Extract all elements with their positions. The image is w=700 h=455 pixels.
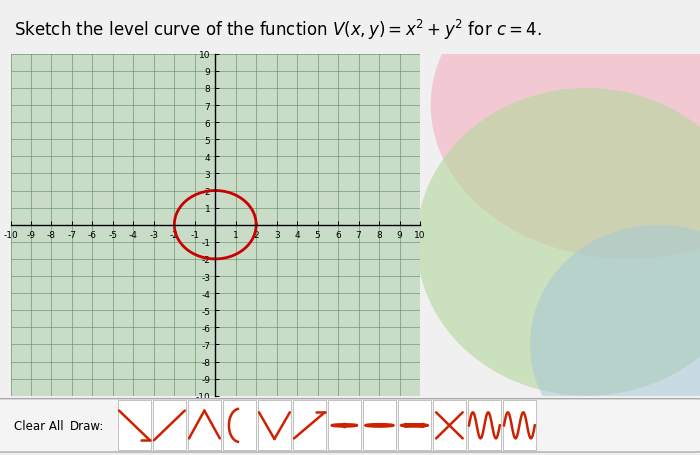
Bar: [363, 400, 396, 450]
FancyBboxPatch shape: [0, 399, 700, 452]
Ellipse shape: [416, 89, 700, 396]
Text: Draw:: Draw:: [70, 419, 104, 432]
Bar: [293, 400, 326, 450]
Bar: [433, 400, 466, 450]
Text: Sketch the level curve of the function $V(x, y) = x^2 + y^2$ for $c = 4$.: Sketch the level curve of the function $…: [14, 18, 542, 42]
Bar: [503, 400, 536, 450]
Ellipse shape: [430, 0, 700, 259]
Bar: [328, 400, 361, 450]
Bar: [258, 400, 291, 450]
Bar: [188, 400, 221, 450]
Bar: [398, 400, 431, 450]
Bar: [153, 400, 186, 450]
Text: Clear All: Clear All: [14, 419, 64, 432]
Bar: [118, 400, 151, 450]
Ellipse shape: [530, 225, 700, 455]
Bar: [468, 400, 501, 450]
Bar: [223, 400, 256, 450]
